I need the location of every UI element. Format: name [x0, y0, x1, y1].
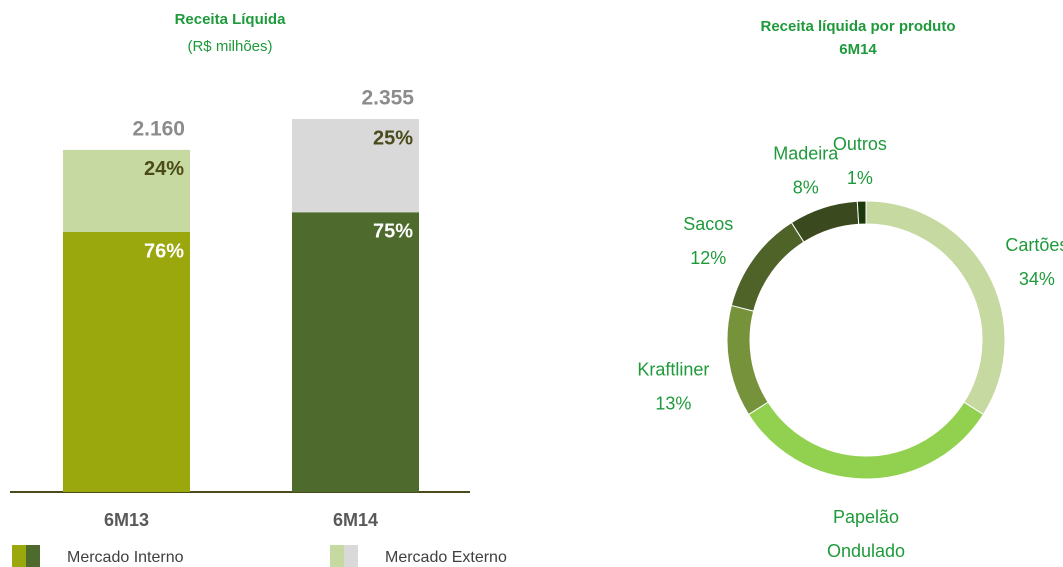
bar-segment — [292, 119, 419, 213]
x-tick-label: 6M13 — [104, 510, 149, 530]
total-label: 2.355 — [361, 87, 414, 110]
legend-label: Mercado Externo — [385, 549, 507, 566]
bar-segment — [292, 212, 419, 492]
slice-value-label: 8% — [793, 177, 819, 197]
legend-swatch — [26, 545, 40, 567]
slice-value-label: 34% — [1019, 269, 1055, 289]
bar-segment — [63, 231, 190, 492]
slice-label-line: Ondulado — [827, 541, 905, 561]
legend-swatch — [344, 545, 358, 567]
slice-value-label: 12% — [690, 248, 726, 268]
bar-title: Receita Líquida — [175, 11, 287, 28]
segment-label: 24% — [144, 158, 184, 180]
segment-label: 25% — [373, 127, 413, 149]
legend-swatch — [330, 545, 344, 567]
slice-label: Outros — [833, 134, 887, 154]
segment-label: 75% — [373, 221, 413, 243]
donut-slice — [856, 200, 867, 225]
slice-label: Madeira — [773, 143, 839, 163]
total-label: 2.160 — [132, 117, 185, 140]
slice-value-label: 1% — [847, 168, 873, 188]
legend-swatch — [12, 545, 26, 567]
slice-value-label: 13% — [655, 393, 691, 413]
slice-label: Papelão Ondulado — [827, 507, 905, 561]
slice-label: Cartões — [1005, 235, 1063, 255]
slice-label-line: Papelão — [833, 507, 899, 527]
legend-label: Mercado Interno — [67, 549, 184, 566]
slice-label: Sacos — [683, 214, 733, 234]
donut-slice — [730, 221, 805, 312]
x-tick-label: 6M14 — [333, 510, 378, 530]
donut-subtitle: 6M14 — [839, 41, 877, 58]
segment-label: 76% — [144, 240, 184, 262]
donut-slice — [726, 304, 769, 416]
bar-subtitle: (R$ milhões) — [187, 38, 272, 55]
donut-slice — [790, 200, 860, 243]
donut-slice — [865, 200, 1006, 416]
donut-title: Receita líquida por produto — [760, 18, 955, 35]
slice-label: Kraftliner — [637, 359, 709, 379]
bar-segment — [63, 149, 190, 232]
donut-slice — [747, 401, 985, 480]
